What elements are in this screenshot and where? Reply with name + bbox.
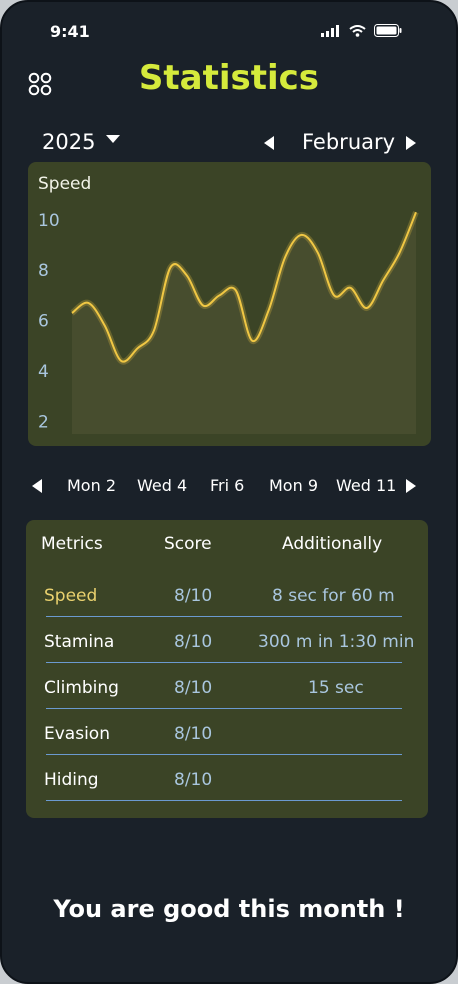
table-row: Evasion 8/10 xyxy=(26,724,428,770)
row-divider xyxy=(46,708,402,709)
metric-score: 8/10 xyxy=(174,678,213,698)
table-row: Stamina 8/10 300 m in 1:30 min xyxy=(26,632,428,678)
table-header-additionally: Additionally xyxy=(282,534,383,554)
day-item[interactable]: Wed 11 xyxy=(336,476,397,495)
table-row: Climbing 8/10 15 sec xyxy=(26,678,428,724)
day-item[interactable]: Mon 2 xyxy=(67,476,116,495)
y-tick-label: 2 xyxy=(38,412,49,432)
metrics-table: Metrics Score Additionally Speed 8/10 8 … xyxy=(26,520,428,818)
year-select[interactable]: 2025 xyxy=(42,130,96,154)
table-header-metrics: Metrics xyxy=(41,534,103,554)
battery-icon xyxy=(374,24,402,37)
metric-score: 8/10 xyxy=(174,632,213,652)
month-prev-icon[interactable] xyxy=(264,136,274,150)
row-divider xyxy=(46,662,402,663)
table-row: Speed 8/10 8 sec for 60 m xyxy=(26,586,428,632)
metric-score: 8/10 xyxy=(174,586,213,606)
month-label: February xyxy=(302,130,396,154)
day-item[interactable]: Mon 9 xyxy=(269,476,318,495)
chart-title: Speed xyxy=(38,174,92,194)
day-prev-icon[interactable] xyxy=(32,479,42,493)
series-line xyxy=(71,211,417,363)
y-tick-label: 4 xyxy=(38,362,49,382)
row-divider xyxy=(46,616,402,617)
metric-name: Evasion xyxy=(44,724,110,744)
metric-name: Speed xyxy=(44,586,98,606)
day-item[interactable]: Fri 6 xyxy=(210,476,245,495)
table-row: Hiding 8/10 xyxy=(26,770,428,816)
day-strip: Mon 2 Wed 4 Fri 6 Mon 9 Wed 11 xyxy=(2,474,456,498)
status-bar: 9:41 xyxy=(2,2,456,42)
chart-plot: 2 4 6 8 10 xyxy=(38,211,419,434)
day-item[interactable]: Wed 4 xyxy=(137,476,188,495)
row-divider xyxy=(46,754,402,755)
speed-chart: Speed 2 4 6 8 10 xyxy=(28,162,431,446)
metric-name: Hiding xyxy=(44,770,99,790)
wifi-icon xyxy=(349,24,366,37)
caret-down-icon[interactable] xyxy=(106,135,120,143)
series-area xyxy=(72,212,416,434)
metric-score: 8/10 xyxy=(174,770,213,790)
metric-name: Stamina xyxy=(44,632,115,652)
page-title: Statistics xyxy=(138,58,320,98)
y-tick-label: 6 xyxy=(38,312,49,332)
status-icons xyxy=(321,24,402,37)
metric-score: 8/10 xyxy=(174,724,213,744)
metric-additional: 8 sec for 60 m xyxy=(272,586,395,606)
metric-name: Climbing xyxy=(44,678,119,698)
table-header-score: Score xyxy=(164,534,212,554)
footer-message: You are good this month ! xyxy=(53,895,405,923)
metric-additional: 300 m in 1:30 min xyxy=(258,632,415,652)
signal-icon xyxy=(321,24,339,37)
y-tick-label: 10 xyxy=(38,211,60,231)
metric-additional: 15 sec xyxy=(308,678,364,698)
y-tick-label: 8 xyxy=(38,261,49,281)
grid-icon[interactable] xyxy=(28,72,52,96)
status-time: 9:41 xyxy=(50,22,90,41)
day-next-icon[interactable] xyxy=(406,479,416,493)
row-divider xyxy=(46,800,402,801)
month-next-icon[interactable] xyxy=(406,136,416,150)
